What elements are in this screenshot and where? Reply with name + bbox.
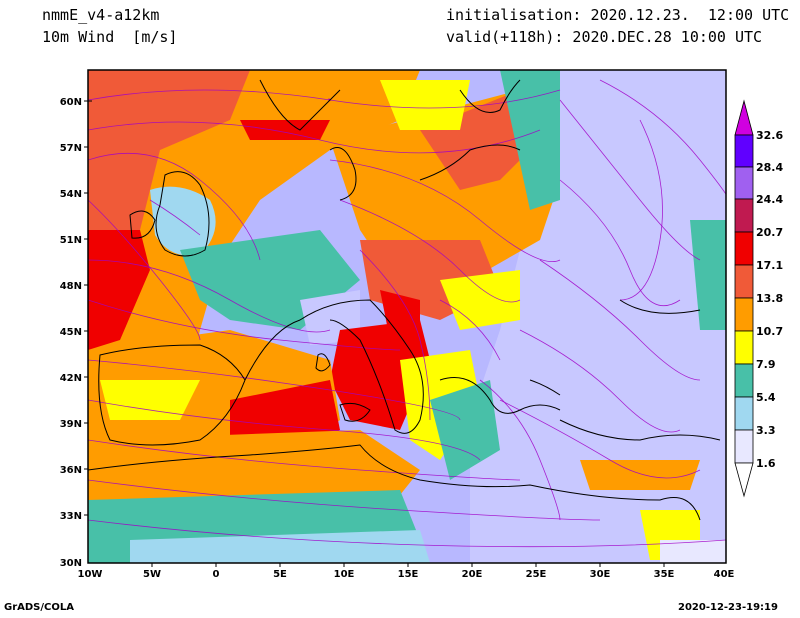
- streamlines: [88, 79, 726, 548]
- colorbar-label-5-4: 5.4: [756, 391, 776, 404]
- colorbar-label-13-8: 13.8: [756, 292, 783, 305]
- lat-label-54N: 54N: [60, 189, 82, 200]
- lat-ticks: [84, 100, 92, 516]
- lat-label-60N: 60N: [60, 97, 82, 108]
- colorbar-band-1-6: [734, 429, 754, 464]
- lat-label-36N: 36N: [60, 465, 82, 476]
- colorbar-label-3-3: 3.3: [756, 424, 776, 437]
- variable-title: 10m Wind [m/s]: [42, 28, 178, 46]
- lat-label-51N: 51N: [60, 235, 82, 246]
- lat-label-45N: 45N: [60, 327, 82, 338]
- colorbar-band-13-8: [734, 264, 754, 299]
- colorbar-band-28-4: [734, 134, 754, 168]
- colorbar-band-3-3: [734, 396, 754, 431]
- colorbar-label-7-9: 7.9: [756, 358, 776, 371]
- lat-label-48N: 48N: [60, 281, 82, 292]
- model-title: nmmE_v4-a12km: [42, 6, 160, 24]
- colorbar-band-20-7: [734, 198, 754, 233]
- colorbar-band-24-4: [734, 166, 754, 200]
- colorbar-band-5-4: [734, 363, 754, 398]
- map-frame: [87, 69, 727, 564]
- footer-software: GrADS/COLA: [4, 602, 74, 613]
- coastlines: [88, 79, 721, 521]
- colorbar: [734, 99, 754, 498]
- colorbar-label-10-7: 10.7: [756, 325, 783, 338]
- colorbar-band-7-9: [734, 330, 754, 365]
- colorbar-label-24-4: 24.4: [756, 193, 783, 206]
- lon-label-0: 0: [213, 569, 220, 580]
- colorbar-label-17-1: 17.1: [756, 259, 783, 272]
- colorbar-label-32-6: 32.6: [756, 129, 783, 142]
- lon-label-15E: 15E: [398, 569, 419, 580]
- lon-label-10E: 10E: [334, 569, 355, 580]
- lon-label-30E: 30E: [590, 569, 611, 580]
- lon-label-35E: 35E: [654, 569, 675, 580]
- initialisation-text: initialisation: 2020.12.23. 12:00 UTC: [446, 6, 790, 24]
- colorbar-labels: 32.6 28.4 24.4 20.7 17.1 13.8 10.7 7.9 5…: [756, 129, 783, 470]
- lon-label-10W: 10W: [78, 569, 103, 580]
- colorbar-top-triangle: [734, 99, 754, 136]
- colorbar-label-20-7: 20.7: [756, 226, 783, 239]
- colorbar-label-28-4: 28.4: [756, 161, 783, 174]
- colorbar-bottom-triangle: [734, 462, 754, 498]
- footer-timestamp: 2020-12-23-19:19: [678, 602, 778, 613]
- lon-ticks: [151, 563, 665, 567]
- colorbar-band-17-1: [734, 231, 754, 266]
- lat-label-57N: 57N: [60, 143, 82, 154]
- lon-axis: 10W 5W 0 5E 10E 15E 20E 25E 30E 35E 40E: [78, 569, 735, 580]
- lat-axis: 60N 57N 54N 51N 48N 45N 42N 39N 36N 33N …: [60, 97, 82, 569]
- colorbar-label-1-6: 1.6: [756, 457, 776, 470]
- valid-time-text: valid(+118h): 2020.DEC.28 10:00 UTC: [446, 28, 763, 46]
- lat-label-30N: 30N: [60, 558, 82, 569]
- lat-label-33N: 33N: [60, 511, 82, 522]
- lon-label-40E: 40E: [714, 569, 735, 580]
- lat-label-39N: 39N: [60, 419, 82, 430]
- colorbar-band-10-7: [734, 297, 754, 332]
- lon-label-5W: 5W: [143, 569, 161, 580]
- lat-label-42N: 42N: [60, 373, 82, 384]
- lon-label-20E: 20E: [462, 569, 483, 580]
- lon-label-25E: 25E: [526, 569, 547, 580]
- lon-label-5E: 5E: [273, 569, 287, 580]
- wind-field: [88, 70, 726, 563]
